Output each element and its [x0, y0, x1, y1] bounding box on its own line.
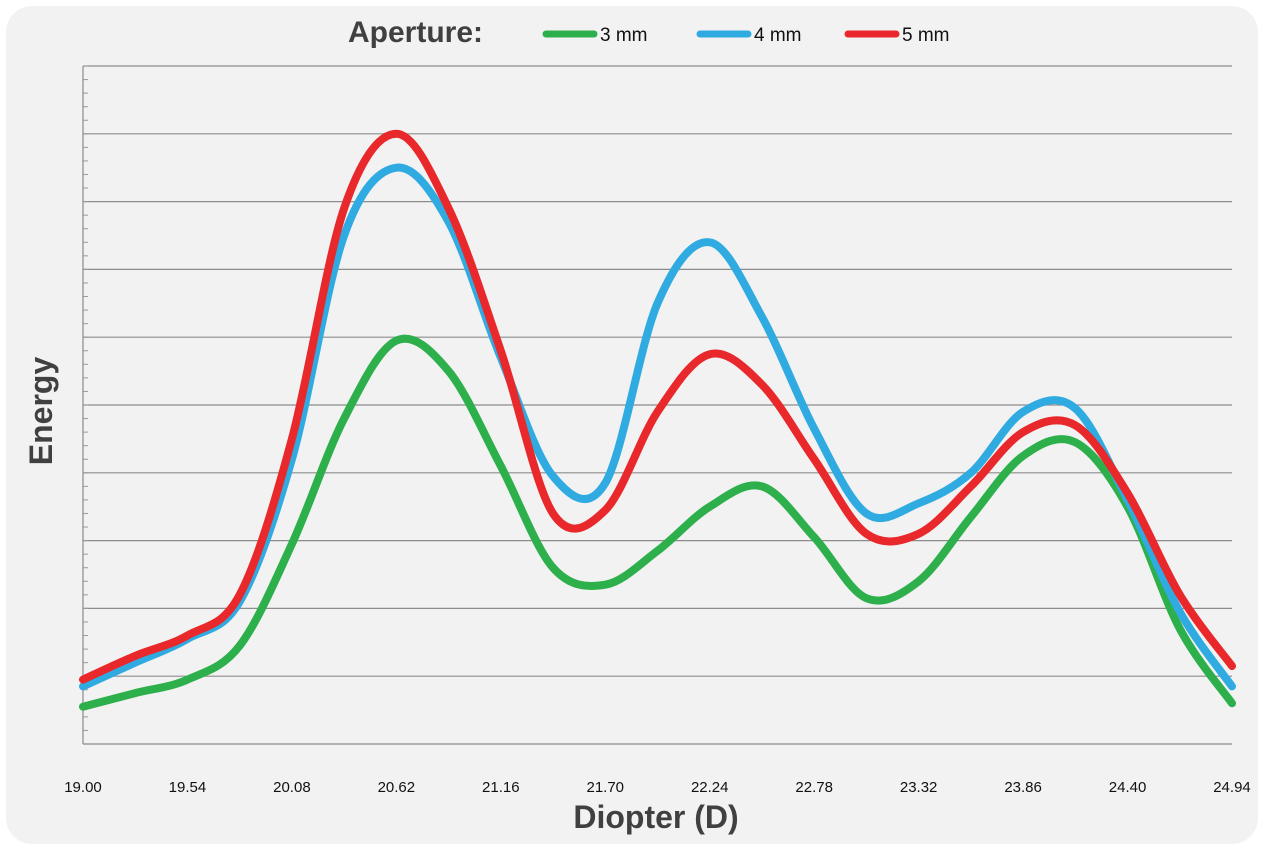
x-tick-label: 19.54	[169, 779, 207, 796]
legend: Aperture: 3 mm 4 mm 5 mm	[348, 16, 950, 49]
x-tick-label: 22.78	[795, 779, 833, 796]
legend-item: 4 mm	[696, 25, 802, 46]
x-tick-label: 19.00	[64, 779, 102, 796]
series-line-2	[79, 163, 1236, 691]
chart-card: Aperture: 3 mm 4 mm 5 mm 19.00 19.54 20.08 20…	[6, 6, 1258, 844]
series-lines	[79, 129, 1236, 711]
x-tick-label: 24.40	[1109, 779, 1147, 796]
x-tick-label: 21.16	[482, 779, 520, 796]
series-line-3	[79, 129, 1236, 684]
legend-item: 3 mm	[542, 25, 648, 46]
x-tick-label: 22.24	[691, 779, 729, 796]
x-tick-label: 24.94	[1213, 779, 1251, 796]
y-axis-minor-ticks	[83, 65, 88, 745]
y-axis-title: Energy	[23, 357, 59, 466]
x-tick-label: 20.62	[378, 779, 416, 796]
x-tick-label: 21.70	[586, 779, 624, 796]
x-tick-label: 23.32	[900, 779, 938, 796]
x-tick-labels: 19.00 19.54 20.08 20.62 21.16 21.70 22.24 22.78…	[64, 779, 1251, 796]
x-tick-label: 23.86	[1004, 779, 1042, 796]
grid-lines	[83, 65, 1232, 677]
line-chart: Aperture: 3 mm 4 mm 5 mm 19.00 19.54 20.08 20…	[23, 16, 1251, 835]
legend-label: 4 mm	[754, 25, 802, 46]
legend-label: 5 mm	[902, 25, 950, 46]
legend-label: 3 mm	[600, 25, 648, 46]
legend-title: Aperture:	[348, 16, 483, 49]
series-line-1	[79, 334, 1236, 711]
x-axis-title: Diopter (D)	[573, 799, 738, 835]
legend-item: 5 mm	[844, 25, 950, 46]
x-tick-label: 20.08	[273, 779, 311, 796]
